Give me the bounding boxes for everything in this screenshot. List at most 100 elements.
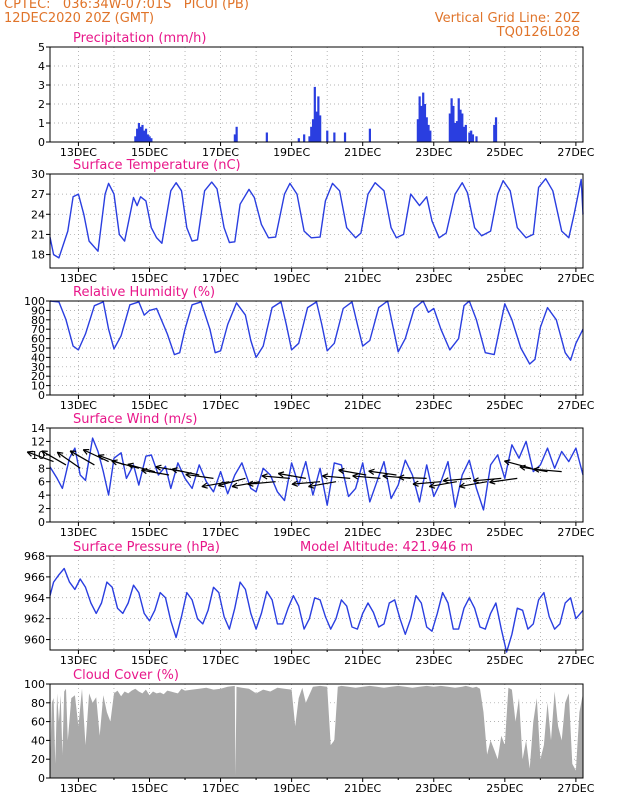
x-tick-label: 27DEC [557, 399, 594, 412]
x-tick-label: 21DEC [344, 654, 381, 667]
x-tick-label: 21DEC [344, 399, 381, 412]
precip-bar [315, 111, 318, 142]
panel-humidity: Relative Humidity (%) 0102030405060708090… [24, 285, 595, 412]
wind-vector [217, 477, 246, 488]
y-tick-label: 4 [38, 60, 45, 73]
precip-bar [420, 105, 423, 142]
precip-bar [317, 96, 320, 142]
y-tick-label: 70 [31, 323, 45, 336]
model-altitude-label: Model Altitude: 421.946 m [300, 540, 473, 555]
y-tick-label: 8 [38, 462, 45, 475]
y-tick-label: 968 [24, 550, 45, 563]
x-tick-label: 15DEC [131, 399, 168, 412]
precip-bar [448, 113, 451, 142]
precip-bar [134, 136, 137, 142]
precip-bar [450, 98, 453, 142]
precip-bar [416, 119, 419, 142]
wind-vector [412, 480, 441, 487]
precip-bar [139, 126, 142, 142]
wind-vector [533, 466, 562, 473]
x-tick-label: 13DEC [60, 399, 97, 412]
precip-bar [136, 128, 139, 142]
y-tick-label: 4 [38, 489, 45, 502]
x-tick-label: 25DEC [486, 146, 523, 159]
precip-bar [471, 134, 475, 142]
y-tick-label: 20 [31, 370, 45, 383]
panel-temperature: Surface Temperature (nC) 18 21 24 27 30 13DEC 1… [31, 158, 595, 285]
x-tick-label: 21DEC [344, 526, 381, 539]
y-tick-label: 12 [31, 435, 45, 448]
precip-bar [310, 126, 313, 142]
wind-vector [82, 449, 109, 463]
y-tick-label: 40 [31, 351, 45, 364]
y-tick-label: 60 [31, 333, 45, 346]
y-tick-label: 24 [31, 208, 45, 221]
precip-bar [418, 96, 421, 142]
wind-vector [368, 468, 397, 476]
precip-bar [144, 128, 148, 142]
x-tick-label: 19DEC [273, 272, 310, 285]
x-tick-label: 23DEC [415, 526, 452, 539]
y-tick-label: 100 [24, 295, 45, 308]
precip-bar [429, 130, 432, 142]
x-tick-label: 13DEC [60, 654, 97, 667]
y-tick-label: 10 [31, 380, 45, 393]
y-tick-label: 20 [31, 753, 45, 766]
x-tick-label: 23DEC [415, 782, 452, 795]
y-tick-label: 2 [38, 98, 45, 111]
precip-bar [427, 124, 430, 142]
x-tick-label: 19DEC [273, 654, 310, 667]
x-tick-label: 13DEC [60, 146, 97, 159]
wind-vector [519, 464, 548, 473]
panel-title-humidity: Relative Humidity (%) [73, 285, 215, 300]
x-tick-label: 23DEC [415, 654, 452, 667]
model-code: TQ0126L028 [496, 25, 580, 40]
wind-vector [185, 472, 214, 479]
y-tick-label: 2 [38, 503, 45, 516]
precip-bar [423, 104, 427, 142]
y-tick-label: 18 [31, 249, 45, 262]
y-tick-label: 1 [38, 117, 45, 130]
wind-vector [398, 474, 427, 481]
grid-line-note: Vertical Grid Line: 20Z [434, 11, 580, 26]
precip-bar [493, 124, 496, 142]
precip-bar [303, 134, 306, 142]
cloud-cover-area [50, 685, 583, 778]
panel-frame [49, 427, 584, 523]
precip-bar [141, 124, 144, 142]
x-tick-label: 21DEC [344, 272, 381, 285]
precip-bar [457, 98, 460, 142]
panel-frame [49, 555, 584, 651]
wind-vector [504, 459, 532, 469]
x-tick-label: 17DEC [202, 526, 239, 539]
x-tick-label: 27DEC [557, 526, 594, 539]
panel-frame [49, 173, 584, 269]
panel-title-precipitation: Precipitation (mm/h) [73, 31, 206, 46]
panel-frame [49, 300, 584, 396]
x-tick-label: 19DEC [273, 526, 310, 539]
series-line-humidity [49, 300, 584, 365]
panel-frame [49, 683, 584, 779]
panel-frame [49, 46, 584, 143]
x-tick-label: 15DEC [131, 146, 168, 159]
precip-bar [425, 117, 428, 142]
panel-title-temperature: Surface Temperature (nC) [73, 158, 241, 173]
panel-precipitation: Precipitation (mm/h) 0 1 2 3 4 5 13DEC 15DEC 17DE… [38, 31, 595, 159]
precip-bar [311, 119, 315, 142]
y-tick-label: 0 [38, 772, 45, 785]
precip-bar [326, 130, 329, 142]
wind-vector [352, 473, 381, 480]
x-tick-label: 21DEC [344, 146, 381, 159]
x-tick-label: 25DEC [486, 272, 523, 285]
wind-vector [69, 450, 95, 466]
precip-bar [319, 115, 322, 142]
series-line-temperature [49, 178, 584, 259]
y-tick-label: 27 [31, 188, 45, 201]
x-tick-label: 13DEC [60, 526, 97, 539]
wind-vector [308, 481, 337, 489]
x-tick-label: 17DEC [202, 399, 239, 412]
precip-bar [462, 126, 466, 142]
x-tick-label: 27DEC [557, 782, 594, 795]
wind-vector [171, 467, 200, 476]
y-tick-label: 40 [31, 734, 45, 747]
